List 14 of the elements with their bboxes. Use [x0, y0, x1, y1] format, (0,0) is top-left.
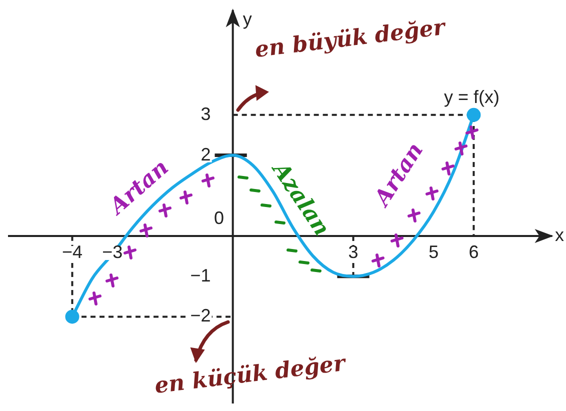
y-tick-label: 3	[200, 104, 211, 124]
series-label: y = f(x)	[444, 86, 500, 107]
y-tick-label: 2	[200, 144, 211, 164]
x-axis-title: x	[555, 224, 564, 245]
y-tick-label: −1	[190, 265, 211, 286]
x-tick-label: 5	[428, 242, 439, 262]
annotation: 0	[214, 208, 224, 228]
y-tick-label: −2	[190, 306, 211, 326]
x-tick-label: −4	[62, 242, 82, 262]
annotation: en büyük değer	[254, 14, 448, 64]
y-axis-title: y	[242, 8, 252, 29]
x-tick-label: 3	[348, 242, 358, 262]
annotation: en küçük değer	[153, 350, 348, 400]
x-tick-label: 6	[468, 242, 479, 262]
